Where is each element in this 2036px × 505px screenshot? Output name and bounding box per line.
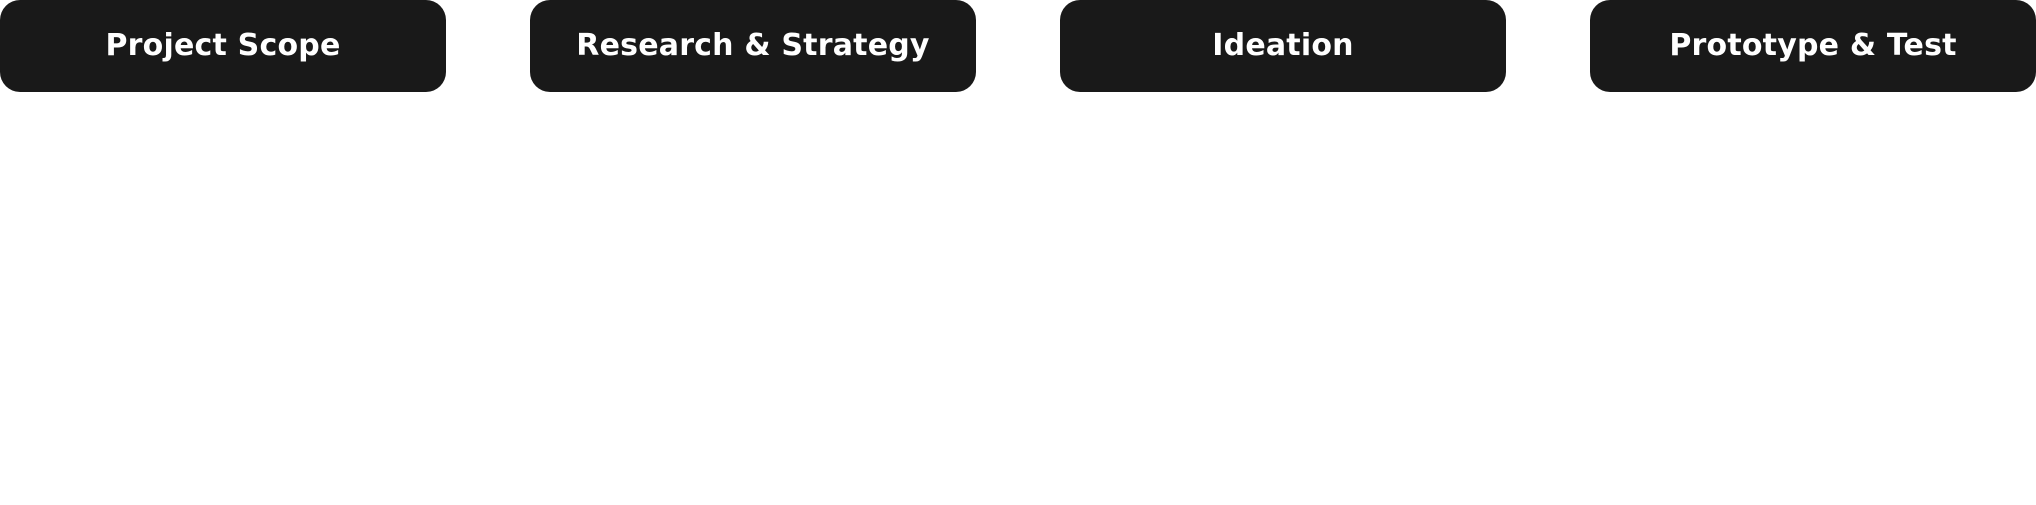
tab-ideation[interactable]: Ideation — [1060, 0, 1506, 92]
tab-label: Research & Strategy — [576, 28, 930, 63]
tab-prototype-test[interactable]: Prototype & Test — [1590, 0, 2036, 92]
tab-research-strategy[interactable]: Research & Strategy — [530, 0, 976, 92]
tab-label: Ideation — [1212, 28, 1354, 63]
tab-project-scope[interactable]: Project Scope — [0, 0, 446, 92]
tab-label: Prototype & Test — [1669, 28, 1957, 63]
tab-label: Project Scope — [105, 28, 341, 63]
phase-tabs: Project Scope Research & Strategy Ideati… — [0, 0, 2036, 92]
